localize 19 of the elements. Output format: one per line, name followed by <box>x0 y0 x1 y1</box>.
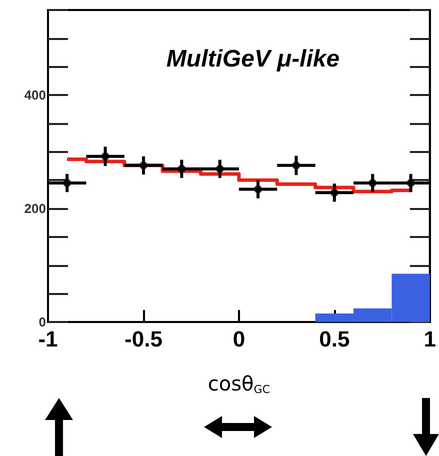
y-tick-label: 400 <box>24 88 46 103</box>
x-tick-label: -1 <box>38 326 58 352</box>
text: MultiGeV μ-like <box>166 46 340 72</box>
x-tick-label: 1 <box>424 326 436 352</box>
x-tick-label: 0 <box>232 326 246 352</box>
point <box>368 179 377 188</box>
point <box>254 185 262 194</box>
y-tick-label: 200 <box>24 201 46 216</box>
x-tick-label: -0.5 <box>124 326 162 352</box>
point <box>178 164 186 173</box>
point <box>101 152 110 160</box>
point <box>292 161 300 170</box>
point <box>406 179 415 188</box>
point <box>216 164 224 173</box>
point <box>139 161 148 170</box>
point <box>330 188 338 197</box>
point <box>63 179 72 188</box>
x-tick-label: 0.5 <box>319 326 350 352</box>
y-tick-label: 0 <box>38 314 46 330</box>
